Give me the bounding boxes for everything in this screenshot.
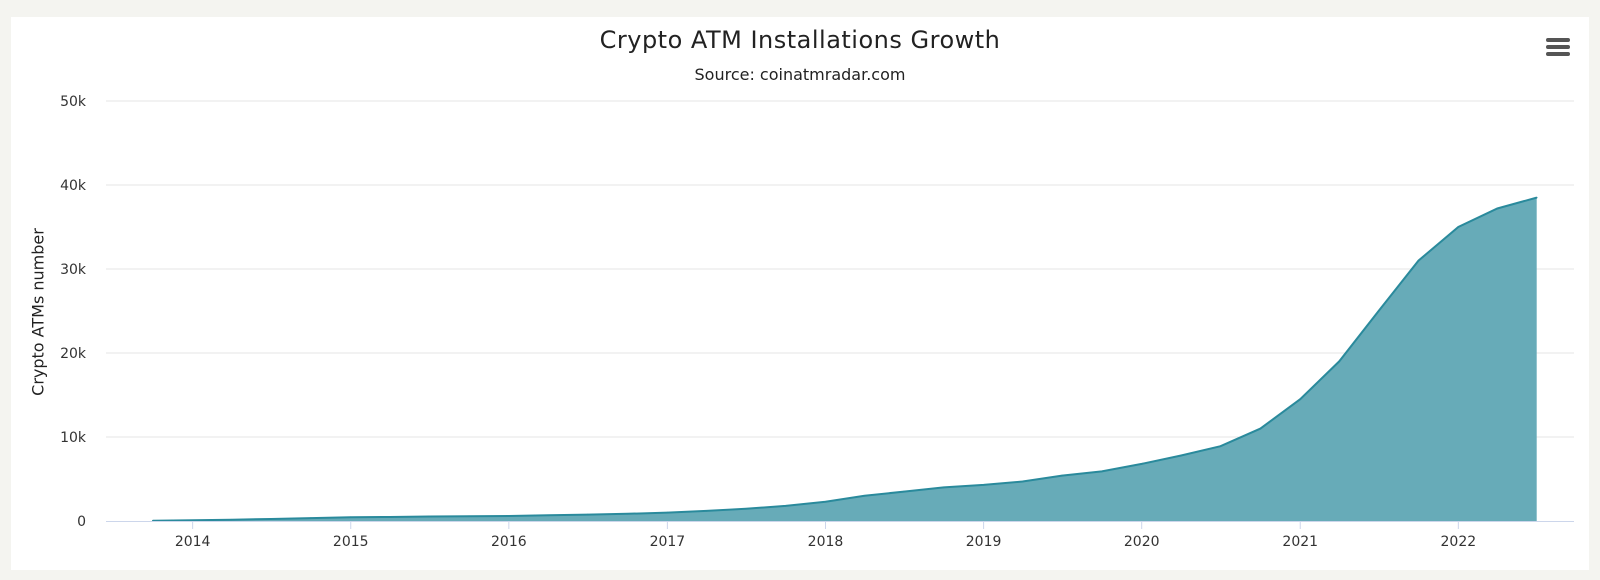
- data-point: [1417, 259, 1420, 262]
- data-point: [705, 510, 708, 512]
- data-point: [468, 515, 470, 517]
- x-tick-label: 2021: [1282, 534, 1318, 550]
- x-tick-label: 2018: [808, 534, 844, 550]
- area-series: [152, 196, 1538, 522]
- grid-lines: [106, 100, 1574, 438]
- data-point: [230, 518, 233, 521]
- y-tick-label: 40k: [60, 178, 87, 194]
- y-tick-label: 10k: [60, 430, 87, 446]
- data-point: [428, 515, 430, 518]
- x-tick-label: 2019: [966, 534, 1002, 550]
- data-point: [1021, 480, 1024, 483]
- data-point: [191, 519, 194, 522]
- data-point: [1496, 207, 1499, 210]
- data-point: [1101, 470, 1103, 473]
- chart-title: Crypto ATM Installations Growth: [599, 26, 1001, 54]
- data-point: [547, 514, 550, 517]
- x-tick-label: 2020: [1124, 534, 1160, 550]
- data-point: [388, 516, 391, 518]
- data-point: [666, 511, 669, 514]
- data-point: [270, 518, 272, 520]
- data-point: [1180, 454, 1182, 457]
- data-point: [784, 505, 787, 507]
- data-point: [1535, 196, 1538, 199]
- x-tick-label: 2017: [650, 534, 686, 550]
- y-tick-label: 0: [77, 514, 86, 530]
- data-point: [982, 484, 985, 486]
- area-line: [152, 196, 1537, 522]
- data-point: [942, 486, 945, 489]
- y-tick-label: 30k: [60, 262, 87, 278]
- x-tick-label: 2022: [1441, 534, 1477, 550]
- y-axis: 0 10k 20k 30k 40k 50k: [60, 94, 87, 530]
- chart-subtitle: Source: coinatmradar.com: [694, 65, 906, 84]
- data-point: [310, 517, 312, 519]
- x-tick-label: 2015: [333, 534, 369, 550]
- data-point: [626, 513, 629, 515]
- data-point: [903, 490, 905, 493]
- data-point: [824, 500, 827, 503]
- data-point: [349, 516, 352, 518]
- data-point: [1140, 463, 1143, 465]
- data-point: [1338, 360, 1340, 363]
- hamburger-menu-icon[interactable]: [1544, 35, 1572, 61]
- data-point: [586, 513, 589, 516]
- x-tick-label: 2016: [491, 534, 527, 550]
- y-tick-label: 50k: [60, 94, 87, 110]
- y-tick-label: 20k: [60, 346, 87, 362]
- data-point: [745, 508, 747, 510]
- data-point: [1259, 427, 1262, 430]
- data-point: [1377, 310, 1380, 312]
- area-fill: [152, 197, 1537, 521]
- data-point: [1061, 474, 1063, 477]
- data-point: [1457, 226, 1460, 228]
- data-point: [863, 495, 866, 497]
- data-point: [1219, 445, 1222, 448]
- x-axis: 2014 2015 2016 2017 2018 2019 2020 2021 2022: [106, 521, 1574, 550]
- data-point: [508, 515, 510, 517]
- data-point: [1299, 398, 1301, 401]
- x-tick-label: 2014: [175, 534, 211, 550]
